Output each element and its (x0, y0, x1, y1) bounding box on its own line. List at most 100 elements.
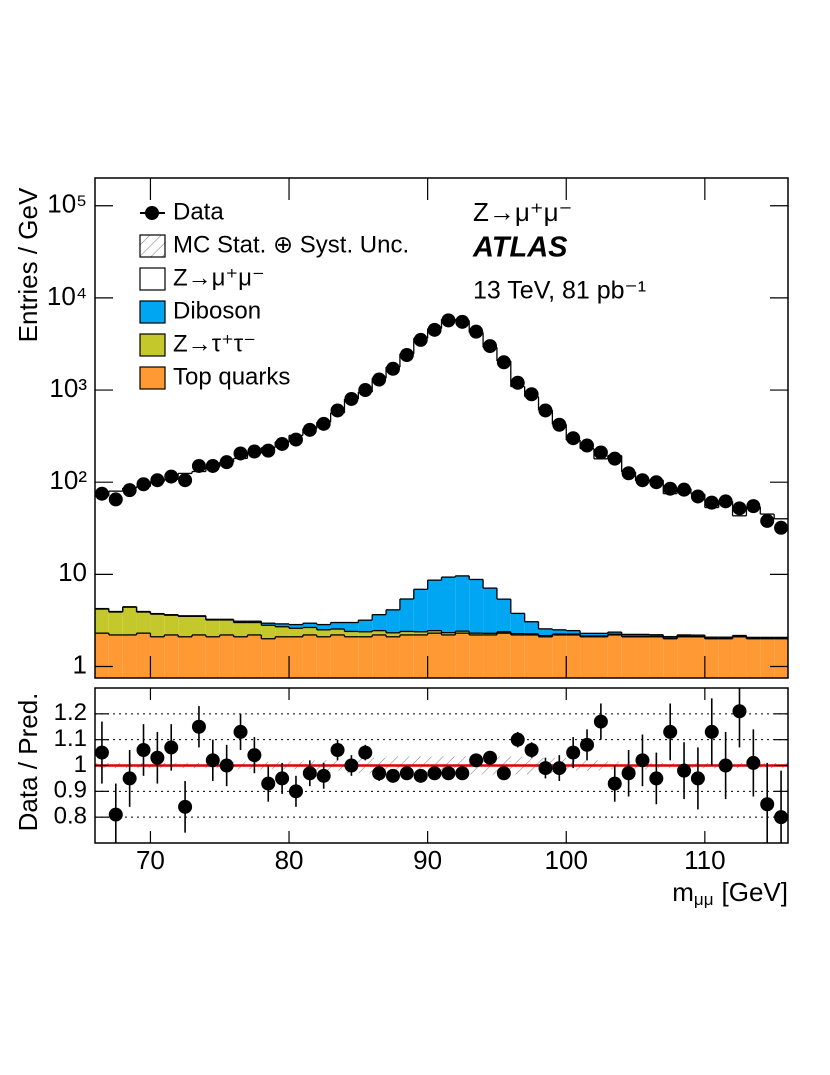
stack-segment (275, 623, 290, 627)
x-tick-label: 100 (545, 845, 588, 875)
stack-segment (483, 347, 497, 589)
ratio-plot (95, 688, 788, 843)
ratio-point (344, 758, 359, 773)
main-plot (95, 313, 788, 678)
legend-marker (139, 366, 166, 390)
x-tick-label: 110 (684, 845, 725, 875)
legend-marker (139, 300, 166, 324)
stack-segment (261, 447, 276, 624)
data-point (510, 375, 525, 390)
data-point (455, 314, 470, 329)
stack-segment (330, 629, 345, 635)
y-tick-label: 10⁵ (47, 189, 87, 219)
stack-segment (427, 580, 442, 631)
stack-segment (386, 609, 400, 633)
ratio-point (607, 776, 622, 791)
stack-segment (593, 633, 608, 637)
legend-label: Diboson (173, 297, 261, 324)
stack-segment (95, 609, 109, 634)
stack-segment (496, 631, 511, 634)
ratio-point (593, 714, 608, 729)
stack-segment (552, 634, 567, 678)
data-point (524, 387, 539, 402)
stack-segment (635, 634, 650, 637)
ratio-point (580, 737, 595, 752)
stack-segment (178, 636, 193, 678)
stack-segment (108, 612, 123, 635)
ratio-point (732, 704, 747, 719)
stack-segment (510, 634, 525, 678)
ratio-point (302, 766, 317, 781)
stack-segment (635, 636, 650, 678)
legend: Data MC Stat. ⊕ Syst. Unc. Z→μ⁺μ⁻ Diboson Z→… (139, 198, 409, 390)
data-point (302, 422, 317, 437)
ratio-point (566, 745, 581, 760)
ratio-point (275, 771, 290, 786)
stack-segment (524, 634, 539, 678)
stack-segment (330, 412, 345, 623)
x-label-main: m (672, 877, 694, 907)
stack-segment (663, 636, 678, 639)
legend-label: Data (173, 198, 224, 225)
stack-segment (164, 634, 179, 678)
ratio-point (469, 753, 484, 768)
data-point (469, 324, 484, 339)
stack-segment (122, 634, 137, 678)
stack-segment (746, 638, 761, 678)
data-point (635, 473, 650, 488)
main-frame (94, 177, 789, 679)
legend-marker (145, 206, 159, 220)
stack-segment (205, 619, 220, 637)
stack-segment (233, 621, 248, 623)
stack-segment (455, 633, 470, 678)
stack-segment (649, 636, 664, 678)
stack-segment (621, 471, 636, 635)
experiment-label: ATLAS (472, 232, 568, 264)
ratio-point (372, 766, 387, 781)
stack-segment (247, 634, 262, 678)
data-point (441, 313, 456, 328)
data-point (774, 520, 788, 535)
stack-segment (399, 631, 414, 635)
stack-segment (358, 620, 373, 632)
stack-segment (746, 506, 761, 638)
data-point (191, 458, 206, 473)
data-point (496, 355, 511, 370)
legend-marker (139, 234, 166, 258)
y-tick-label: 10⁴ (47, 281, 87, 311)
ratio-point (635, 753, 650, 768)
stack-segment (469, 579, 484, 634)
ratio-point (524, 743, 539, 757)
data-point (385, 361, 400, 376)
y-tick-label: 0.9 (54, 777, 87, 804)
ratio-point (316, 768, 331, 783)
stack-segment (289, 636, 303, 678)
data-point (538, 403, 553, 418)
stack-segment (330, 622, 345, 630)
stack-segment (483, 588, 497, 634)
stack-segment (441, 632, 456, 635)
stack-segment (205, 636, 220, 678)
y-tick-label: 10 (58, 557, 87, 587)
data-point (95, 486, 109, 501)
stack-segment (690, 494, 705, 636)
data-point (746, 499, 761, 514)
stack-segment (621, 634, 636, 637)
stack-segment (677, 636, 691, 678)
stack-segment (261, 625, 276, 639)
stack-segment (95, 495, 109, 609)
stack-segment (566, 634, 581, 678)
stack-segment (192, 616, 206, 635)
stack-segment (413, 338, 428, 590)
stack-segment (427, 630, 442, 634)
ratio-point (385, 768, 400, 783)
stack-segment (233, 622, 248, 637)
stack-segment (150, 614, 165, 637)
stack-segment (580, 633, 594, 637)
stack-segment (552, 424, 567, 630)
stack-segment (538, 410, 553, 629)
ratio-point (95, 745, 109, 760)
data-point (358, 383, 373, 398)
stack-segment (677, 488, 691, 635)
